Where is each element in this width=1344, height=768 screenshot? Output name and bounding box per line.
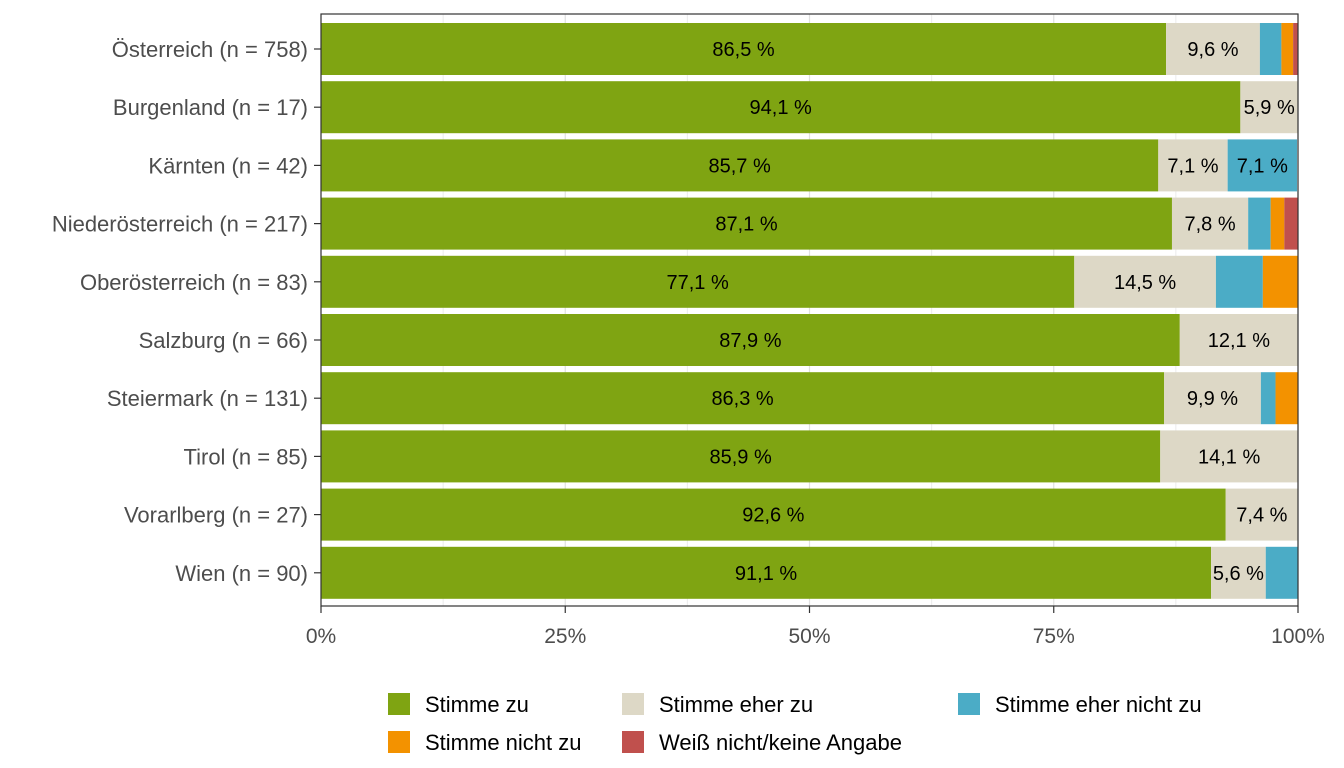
data-label: 86,3 % — [711, 388, 773, 410]
bar-segment — [1248, 197, 1271, 250]
bar-segment — [1160, 430, 1298, 483]
category-label: Niederösterreich (n = 217) — [52, 212, 308, 237]
data-label: 5,9 % — [1244, 97, 1295, 119]
bar-segment — [1259, 23, 1282, 75]
data-label: 87,9 % — [719, 330, 781, 352]
data-label: 85,9 % — [709, 446, 771, 468]
data-label: 92,6 % — [742, 505, 804, 527]
legend-label: Stimme nicht zu — [425, 730, 582, 755]
legend-swatch — [388, 731, 410, 753]
bar-segment — [1215, 255, 1263, 308]
bar-segment — [321, 430, 1161, 483]
bar-segment — [1265, 546, 1298, 599]
axes: Österreich (n = 758) Burgenland (n = 17) K… — [52, 13, 1325, 648]
bar-segment — [1262, 255, 1298, 308]
x-tick-label: 75% — [1033, 625, 1075, 648]
category-label: Steiermark (n = 131) — [107, 386, 308, 411]
bar-segment — [1225, 488, 1298, 541]
data-label: 9,9 % — [1187, 388, 1238, 410]
bar-segment — [1227, 139, 1298, 192]
category-label: Oberösterreich (n = 83) — [80, 270, 308, 295]
legend-swatch — [388, 693, 410, 715]
data-label: 7,4 % — [1236, 505, 1287, 527]
data-label: 7,1 % — [1237, 155, 1288, 177]
bar-segment — [321, 139, 1159, 192]
data-label: 77,1 % — [667, 272, 729, 294]
data-label: 9,6 % — [1187, 39, 1238, 61]
x-tick-label: 0% — [306, 625, 336, 648]
category-label: Kärnten (n = 42) — [148, 153, 308, 178]
legend-swatch — [622, 693, 644, 715]
data-label: 12,1 % — [1208, 330, 1270, 352]
x-tick-label: 100% — [1271, 625, 1325, 648]
bar-segment — [321, 255, 1075, 308]
data-label: 14,1 % — [1198, 446, 1260, 468]
data-label: 5,6 % — [1213, 563, 1264, 585]
category-label: Salzburg (n = 66) — [139, 328, 308, 353]
data-label: 87,1 % — [715, 214, 777, 236]
category-label: Wien (n = 90) — [175, 561, 308, 586]
bar-segment — [1074, 255, 1216, 308]
legend-label: Weiß nicht/keine Angabe — [659, 730, 902, 755]
bar-segment — [1270, 197, 1285, 250]
bar-segment — [1281, 23, 1294, 75]
bar-segment — [321, 81, 1241, 134]
bars: 86,5 % 9,6 % 94,1 % 5,9 % 85,7 % 7,1 % 7,1 % 87… — [321, 23, 1298, 599]
bar-segment — [1164, 372, 1261, 425]
legend-swatch — [958, 693, 980, 715]
legend-swatch — [622, 731, 644, 753]
data-label: 85,7 % — [709, 155, 771, 177]
bar-segment — [1260, 372, 1276, 425]
category-label: Tirol (n = 85) — [183, 444, 308, 469]
bar-segment — [1171, 197, 1249, 250]
bar-segment — [321, 488, 1226, 541]
data-label: 7,8 % — [1184, 214, 1235, 236]
bar-segment — [1275, 372, 1298, 425]
bar-segment — [321, 314, 1180, 366]
legend-label: Stimme eher nicht zu — [995, 692, 1202, 717]
x-tick-label: 25% — [544, 625, 586, 648]
category-label: Vorarlberg (n = 27) — [124, 503, 308, 528]
bar-segment — [1293, 23, 1298, 75]
bar-segment — [1240, 81, 1298, 134]
bar-segment — [1166, 23, 1260, 75]
data-label: 7,1 % — [1167, 155, 1218, 177]
bar-segment — [321, 372, 1165, 425]
bar-segment — [321, 546, 1212, 599]
bar-segment — [1179, 314, 1298, 366]
bar-segment — [1284, 197, 1298, 250]
data-label: 91,1 % — [735, 563, 797, 585]
data-label: 86,5 % — [712, 39, 774, 61]
bar-segment — [321, 23, 1167, 75]
category-label: Burgenland (n = 17) — [113, 95, 308, 120]
x-tick-label: 50% — [788, 625, 830, 648]
legend-label: Stimme eher zu — [659, 692, 813, 717]
bar-segment — [1158, 139, 1228, 192]
bar-segment — [321, 197, 1172, 250]
data-label: 14,5 % — [1114, 272, 1176, 294]
category-label: Österreich (n = 758) — [112, 37, 308, 62]
data-label: 94,1 % — [750, 97, 812, 119]
legend-label: Stimme zu — [425, 692, 529, 717]
bar-segment — [1211, 546, 1266, 599]
legend: Stimme zu Stimme eher zu Stimme eher nicht… — [388, 692, 1202, 755]
